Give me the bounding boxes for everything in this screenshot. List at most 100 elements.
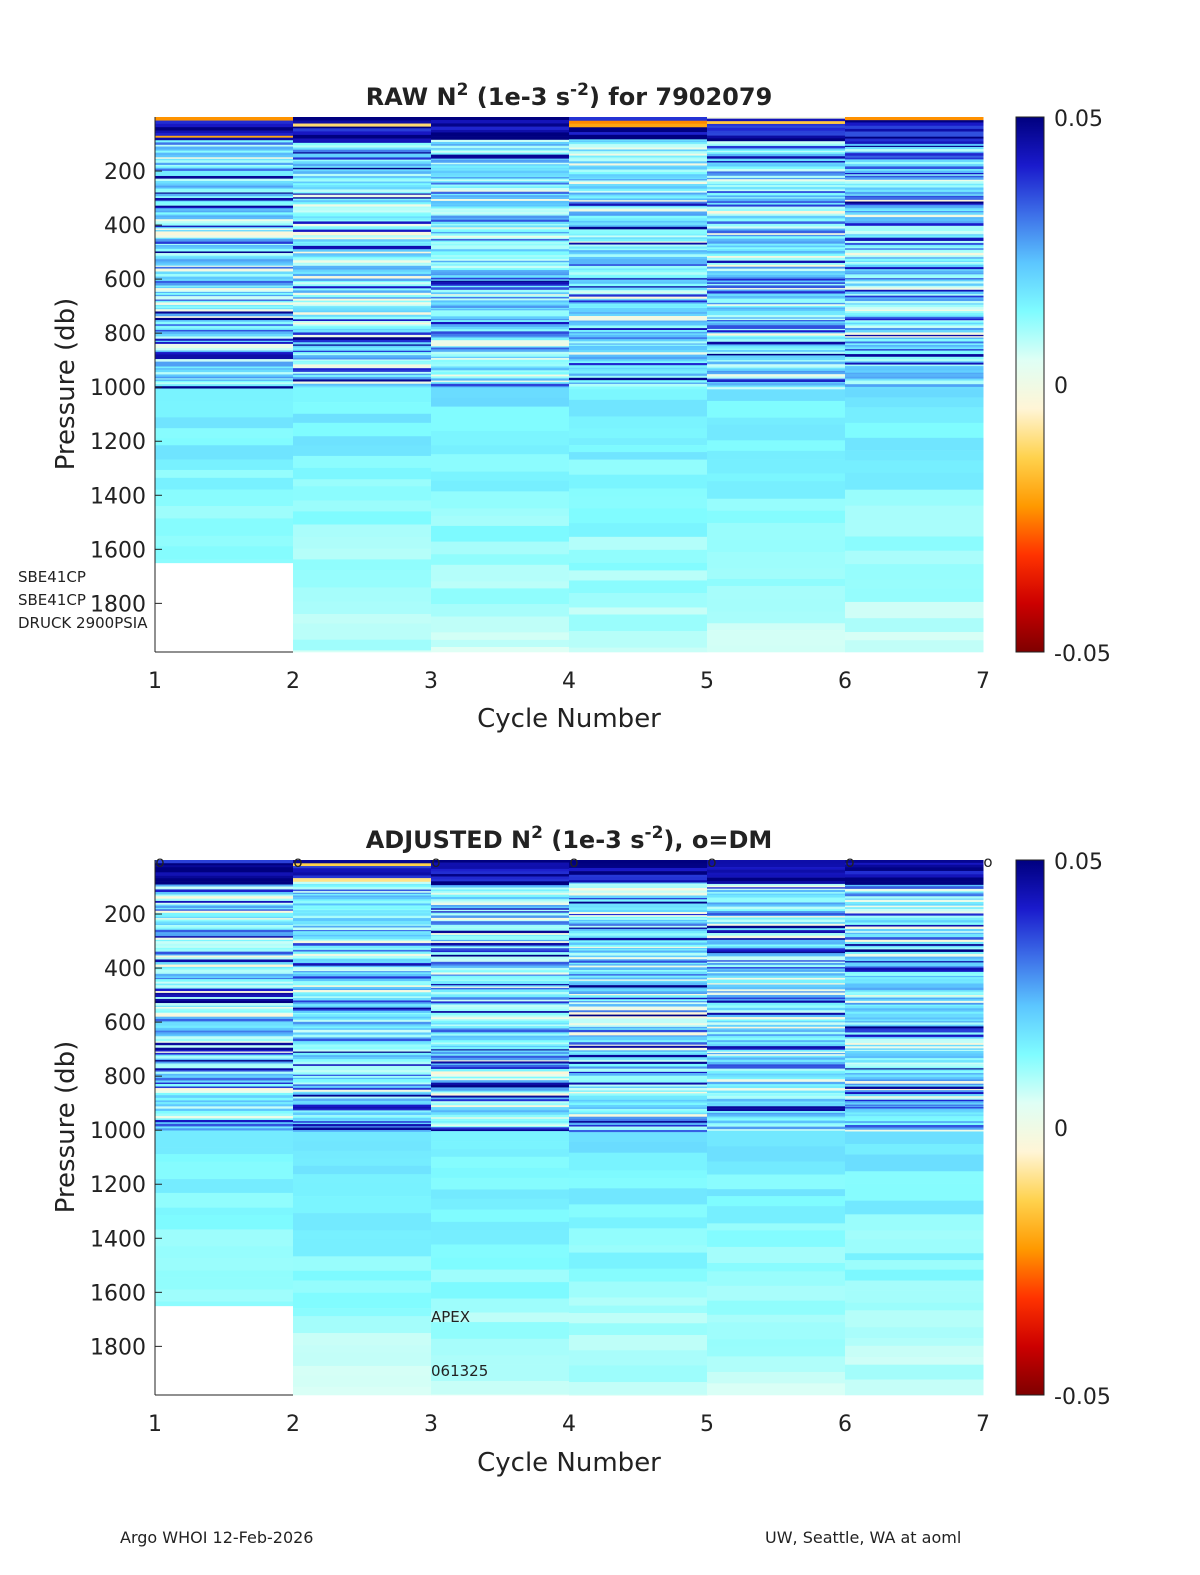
n2-cell [431,970,570,973]
n2-cell [569,1116,708,1120]
n2-cell [293,894,432,896]
n2-cell [707,522,846,541]
n2-cell [845,967,984,971]
n2-cell [293,348,432,352]
n2-cell [845,1200,984,1215]
n2-cell [707,1070,846,1073]
n2-cell [569,1119,708,1122]
n2-cell [569,957,708,960]
n2-cell [845,519,984,537]
n2-cell [155,1116,294,1119]
n2-cell [707,1246,846,1264]
n2-cell [431,349,570,353]
n2-cell [155,1065,294,1068]
n2-cell [293,559,432,571]
n2-cell [155,900,294,904]
n2-cell [431,289,570,293]
n2-cell [707,282,846,285]
n2-cell [431,307,570,310]
n2-cell [155,366,294,369]
n2-cell [845,1013,984,1017]
n2-cell [845,1073,984,1075]
n2-cell [431,322,570,325]
n2-cell [431,1121,570,1124]
n2-cell [155,292,294,296]
n2-cell [569,241,708,243]
n2-cell [293,945,432,949]
n2-cell [431,376,570,379]
n2-cell [431,182,570,185]
n2-cell [569,914,708,916]
n2-cell [845,991,984,995]
cycle-6-profile [845,860,984,1396]
n2-cell [569,1394,708,1396]
n2-cell [155,878,294,882]
n2-cell [155,185,294,188]
n2-cell [431,1047,570,1050]
n2-cell [431,604,570,617]
n2-cell [293,943,432,947]
n2-cell [845,450,984,461]
n2-cell [569,328,708,331]
n2-cell [707,1002,846,1006]
n2-cell [569,1228,708,1246]
n2-cell [155,200,294,203]
n2-cell [293,131,432,136]
n2-cell [155,1005,294,1008]
n2-cell [155,313,294,316]
n2-cell [569,979,708,982]
x-tick-label: 5 [700,1412,714,1437]
n2-cell [293,373,432,376]
n2-cell [155,251,294,254]
n2-cell [293,1121,432,1123]
n2-cell [293,1141,432,1152]
n2-cell [293,614,432,624]
n2-cell [431,336,570,338]
n2-cell [845,985,984,988]
n2-cell [569,319,708,321]
n2-cell [707,247,846,250]
n2-cell [431,197,570,200]
n2-cell [293,216,432,219]
n2-cell [845,138,984,142]
n2-cell [293,308,432,311]
n2-cell [293,377,432,380]
n2-cell [431,1074,570,1077]
n2-cell [293,934,432,937]
n2-cell [569,278,708,280]
n2-cell [845,325,984,329]
n2-cell [155,135,294,138]
n2-cell [707,336,846,340]
n2-cell [293,321,432,323]
n2-cell [845,1154,984,1172]
n2-cell [569,474,708,489]
n2-cell [845,1006,984,1009]
n2-cell [569,1090,708,1093]
n2-cell [845,237,984,241]
n2-cell [707,127,846,131]
n2-cell [155,306,294,309]
n2-cell [155,976,294,979]
n2-cell [707,1356,846,1373]
n2-cell [707,339,846,343]
n2-cell [845,995,984,997]
n2-cell [707,981,846,984]
n2-cell [155,350,294,353]
n2-cell [155,150,294,153]
n2-cell [569,352,708,355]
n2-cell [845,1103,984,1105]
n2-cell [293,436,432,446]
n2-cell [707,376,846,379]
n2-cell [155,428,294,439]
n2-cell [293,1009,432,1011]
n2-cell [293,976,432,979]
n2-cell [845,354,984,358]
n2-cell [293,370,432,373]
n2-cell [155,280,294,284]
n2-cell [707,240,846,243]
n2-cell [569,1104,708,1108]
n2-cell [845,198,984,201]
n2-cell [293,245,432,248]
n2-cell [569,363,708,366]
n2-cell [845,218,984,222]
